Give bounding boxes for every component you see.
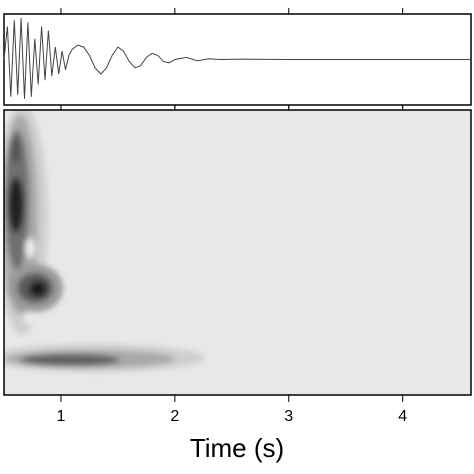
spectrogram-image bbox=[4, 110, 205, 372]
spectrogram-frame bbox=[3, 109, 472, 396]
x-tick-label: 2 bbox=[170, 408, 179, 425]
x-axis-title: Time (s) bbox=[190, 433, 284, 463]
waveform bbox=[3, 18, 471, 99]
x-tick-label: 3 bbox=[284, 408, 293, 425]
x-tick-label: 4 bbox=[398, 408, 407, 425]
x-tick-label: 1 bbox=[56, 408, 65, 425]
